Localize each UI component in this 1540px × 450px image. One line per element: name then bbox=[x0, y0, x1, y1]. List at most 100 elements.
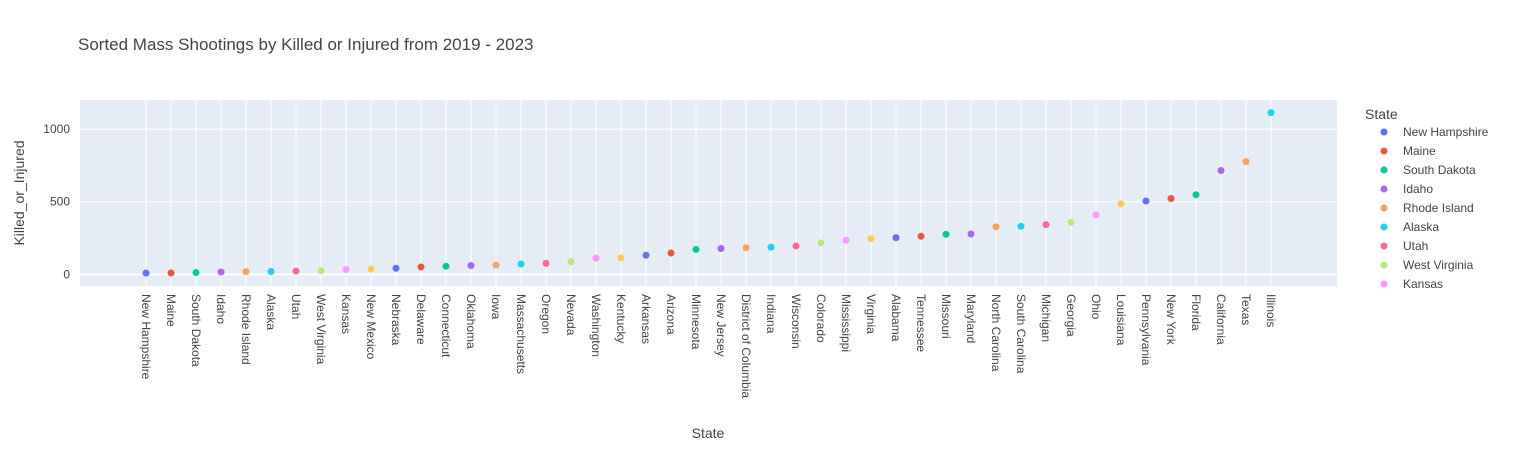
data-point bbox=[592, 254, 600, 262]
legend-marker bbox=[1380, 280, 1388, 288]
data-point bbox=[392, 264, 400, 272]
y-tick-label: 0 bbox=[63, 267, 70, 281]
x-tick-label: New York bbox=[1164, 294, 1178, 346]
data-point bbox=[167, 269, 175, 277]
x-tick-label: South Dakota bbox=[189, 294, 203, 367]
data-point bbox=[1042, 221, 1050, 229]
x-tick-label: Alaska bbox=[264, 294, 278, 330]
legend-entry[interactable]: South Dakota bbox=[1403, 163, 1476, 177]
x-tick-label: Maryland bbox=[964, 294, 978, 343]
data-point bbox=[1117, 200, 1125, 208]
data-point bbox=[842, 236, 850, 244]
data-point bbox=[1142, 197, 1150, 205]
grid-layer bbox=[80, 100, 1337, 286]
data-point bbox=[267, 267, 275, 275]
data-point bbox=[367, 265, 375, 273]
legend-marker bbox=[1380, 204, 1388, 212]
x-tick-label: Delaware bbox=[414, 294, 428, 345]
x-tick-label: Texas bbox=[1239, 294, 1253, 325]
data-point bbox=[417, 263, 425, 271]
data-point bbox=[917, 232, 925, 240]
legend-entry[interactable]: Idaho bbox=[1403, 182, 1433, 196]
data-point bbox=[617, 254, 625, 262]
legend-marker bbox=[1380, 185, 1388, 193]
x-tick-label: Louisiana bbox=[1114, 294, 1128, 346]
legend-entry[interactable]: Utah bbox=[1403, 239, 1428, 253]
data-point bbox=[567, 258, 575, 266]
data-point bbox=[142, 269, 150, 277]
legend-marker bbox=[1380, 242, 1388, 250]
data-point bbox=[1267, 109, 1275, 117]
legend-marker bbox=[1380, 166, 1388, 174]
data-point bbox=[767, 243, 775, 251]
x-tick-label: Massachusetts bbox=[514, 294, 528, 374]
x-tick-label: North Carolina bbox=[989, 294, 1003, 372]
data-point bbox=[867, 235, 875, 243]
x-tick-label: Arizona bbox=[664, 294, 678, 335]
x-tick-label: District of Columbia bbox=[739, 294, 753, 398]
data-point bbox=[1167, 195, 1175, 203]
x-tick-label: Nevada bbox=[564, 294, 578, 336]
x-tick-label: Rhode Island bbox=[239, 294, 253, 365]
x-tick-label: Pennsylvania bbox=[1139, 294, 1153, 366]
data-point bbox=[1017, 222, 1025, 230]
data-point bbox=[742, 244, 750, 252]
x-tick-label: South Carolina bbox=[1014, 294, 1028, 374]
x-tick-label: Minnesota bbox=[689, 294, 703, 350]
data-point bbox=[667, 249, 675, 257]
data-point bbox=[967, 230, 975, 238]
legend-entry[interactable]: West Virginia bbox=[1403, 258, 1474, 272]
legend-entry[interactable]: Rhode Island bbox=[1403, 201, 1474, 215]
x-tick-label: Indiana bbox=[764, 294, 778, 334]
legend-entry[interactable]: Maine bbox=[1403, 144, 1436, 158]
data-point bbox=[1242, 158, 1250, 166]
x-tick-label: Iowa bbox=[489, 294, 503, 320]
x-tick-label: Michigan bbox=[1039, 294, 1053, 342]
data-point bbox=[1092, 211, 1100, 219]
data-point bbox=[992, 223, 1000, 231]
x-tick-label: Mississippi bbox=[839, 294, 853, 352]
x-tick-label: Connecticut bbox=[439, 294, 453, 358]
data-point bbox=[442, 262, 450, 270]
legend: State New Hampshire Maine South Dakota Idah… bbox=[1365, 106, 1489, 291]
x-tick-label: Utah bbox=[289, 294, 303, 319]
legend-marker bbox=[1380, 147, 1388, 155]
y-tick-label: 500 bbox=[50, 195, 70, 209]
x-tick-label: Oklahoma bbox=[464, 294, 478, 349]
data-point bbox=[342, 266, 350, 274]
data-point bbox=[492, 261, 500, 269]
x-tick-label: Ohio bbox=[1089, 294, 1103, 320]
data-point bbox=[1217, 166, 1225, 174]
data-point bbox=[1067, 218, 1075, 226]
x-tick-label: Colorado bbox=[814, 294, 828, 343]
data-point bbox=[467, 262, 475, 270]
legend-marker bbox=[1380, 261, 1388, 269]
data-point bbox=[317, 267, 325, 275]
data-point bbox=[792, 242, 800, 250]
x-tick-label: Maine bbox=[164, 294, 178, 327]
x-tick-label: Nebraska bbox=[389, 294, 403, 346]
x-tick-labels: New Hampshire Maine South Dakota Idaho Rhode… bbox=[139, 294, 1278, 398]
x-tick-label: Idaho bbox=[214, 294, 228, 324]
legend-entry[interactable]: Alaska bbox=[1403, 220, 1439, 234]
x-tick-label: Virginia bbox=[864, 294, 878, 334]
x-tick-label: California bbox=[1214, 294, 1228, 345]
data-points bbox=[142, 109, 1275, 277]
x-tick-label: Missouri bbox=[939, 294, 953, 339]
x-tick-label: New Hampshire bbox=[139, 294, 153, 380]
plot-area bbox=[80, 100, 1337, 286]
x-tick-label: Arkansas bbox=[639, 294, 653, 344]
data-point bbox=[517, 260, 525, 268]
legend-entry[interactable]: New Hampshire bbox=[1403, 125, 1489, 139]
data-point bbox=[1192, 191, 1200, 199]
data-point bbox=[642, 251, 650, 259]
data-point bbox=[217, 268, 225, 276]
chart-title: Sorted Mass Shootings by Killed or Injur… bbox=[78, 35, 533, 54]
data-point bbox=[292, 267, 300, 275]
data-point bbox=[817, 239, 825, 247]
data-point bbox=[692, 245, 700, 253]
legend-entry[interactable]: Kansas bbox=[1403, 277, 1443, 291]
x-tick-label: Tennessee bbox=[914, 294, 928, 352]
x-tick-label: West Virginia bbox=[314, 294, 328, 365]
